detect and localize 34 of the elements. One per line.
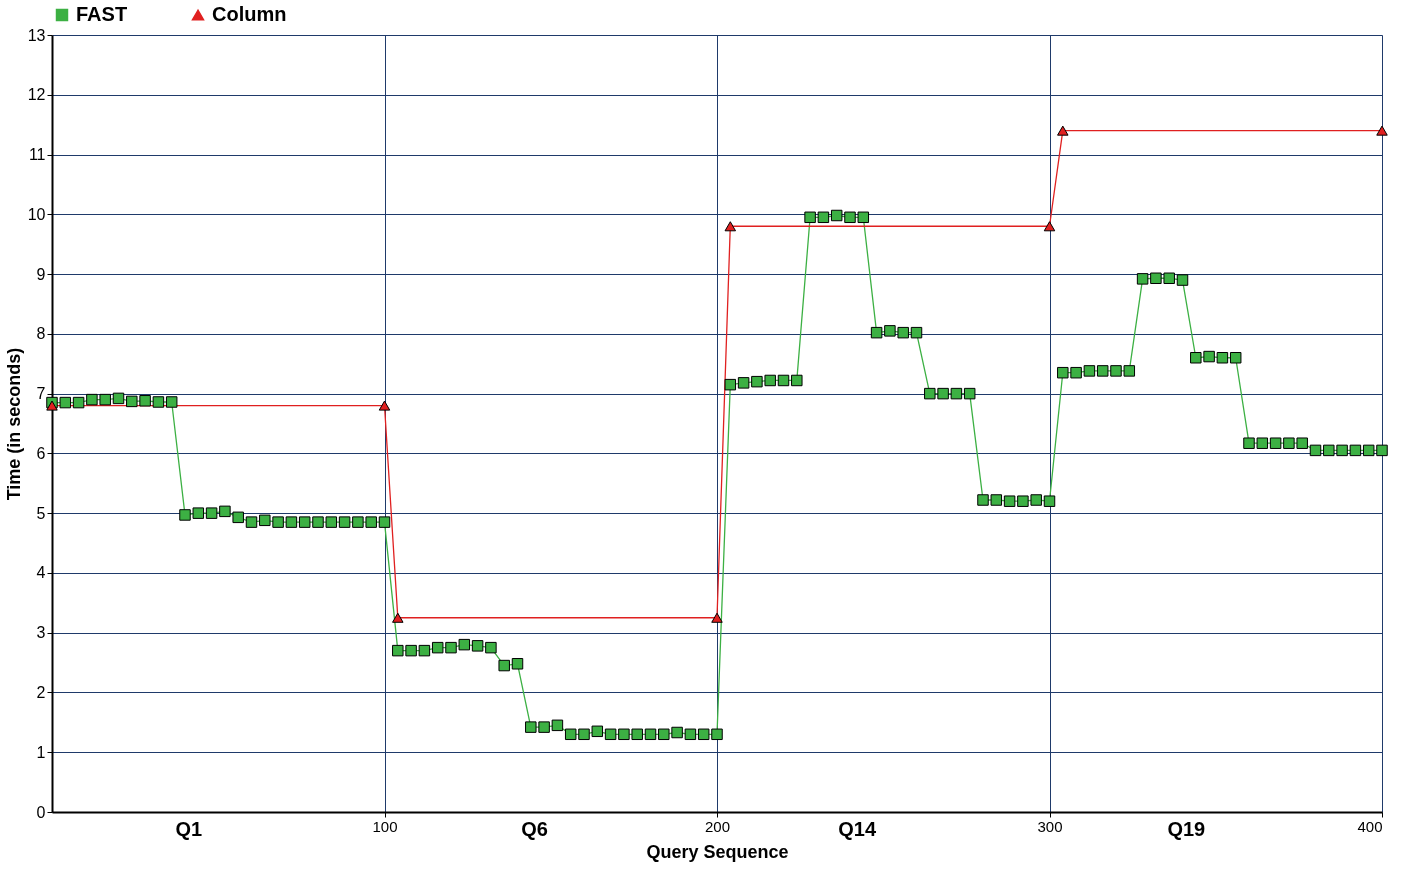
y-tick-label: 10 bbox=[27, 205, 46, 223]
point bbox=[724, 221, 737, 232]
x-tick-label: 200 bbox=[704, 817, 731, 835]
y-tick-label: 0 bbox=[36, 803, 46, 821]
point bbox=[378, 400, 391, 411]
y-tick-label: 13 bbox=[27, 26, 46, 44]
y-tick-label: 3 bbox=[36, 624, 46, 642]
y-tick-label: 7 bbox=[36, 385, 46, 403]
y-tick-label: 9 bbox=[36, 265, 46, 283]
legend-label: FAST bbox=[76, 3, 128, 25]
point bbox=[1376, 125, 1388, 136]
x-tick-label: Q14 bbox=[838, 817, 877, 840]
point bbox=[46, 400, 58, 411]
y-tick-label: 12 bbox=[27, 86, 46, 104]
y-tick-label: 11 bbox=[28, 146, 46, 164]
legend-label: Column bbox=[212, 3, 287, 25]
x-tick-label: Q19 bbox=[1167, 817, 1206, 840]
x-tick-label: 100 bbox=[372, 817, 398, 835]
x-axis-title: Query Sequence bbox=[646, 841, 789, 862]
x-tick-label: Q1 bbox=[175, 817, 203, 840]
y-axis-title: Time (in seconds) bbox=[3, 347, 24, 501]
x-tick-label: Q6 bbox=[521, 817, 548, 840]
y-tick-label: 5 bbox=[36, 504, 46, 522]
point bbox=[1043, 221, 1056, 232]
point bbox=[711, 612, 723, 623]
y-tick-label: 4 bbox=[36, 564, 46, 582]
y-tick-label: 1 bbox=[36, 743, 46, 761]
y-tick-label: 6 bbox=[36, 444, 46, 462]
x-tick-label: 300 bbox=[1037, 817, 1063, 835]
y-tick-label: 8 bbox=[36, 325, 46, 343]
y-tick-label: 2 bbox=[36, 683, 46, 701]
x-tick-label: 400 bbox=[1357, 817, 1383, 835]
point bbox=[392, 612, 404, 623]
point bbox=[1057, 125, 1069, 136]
